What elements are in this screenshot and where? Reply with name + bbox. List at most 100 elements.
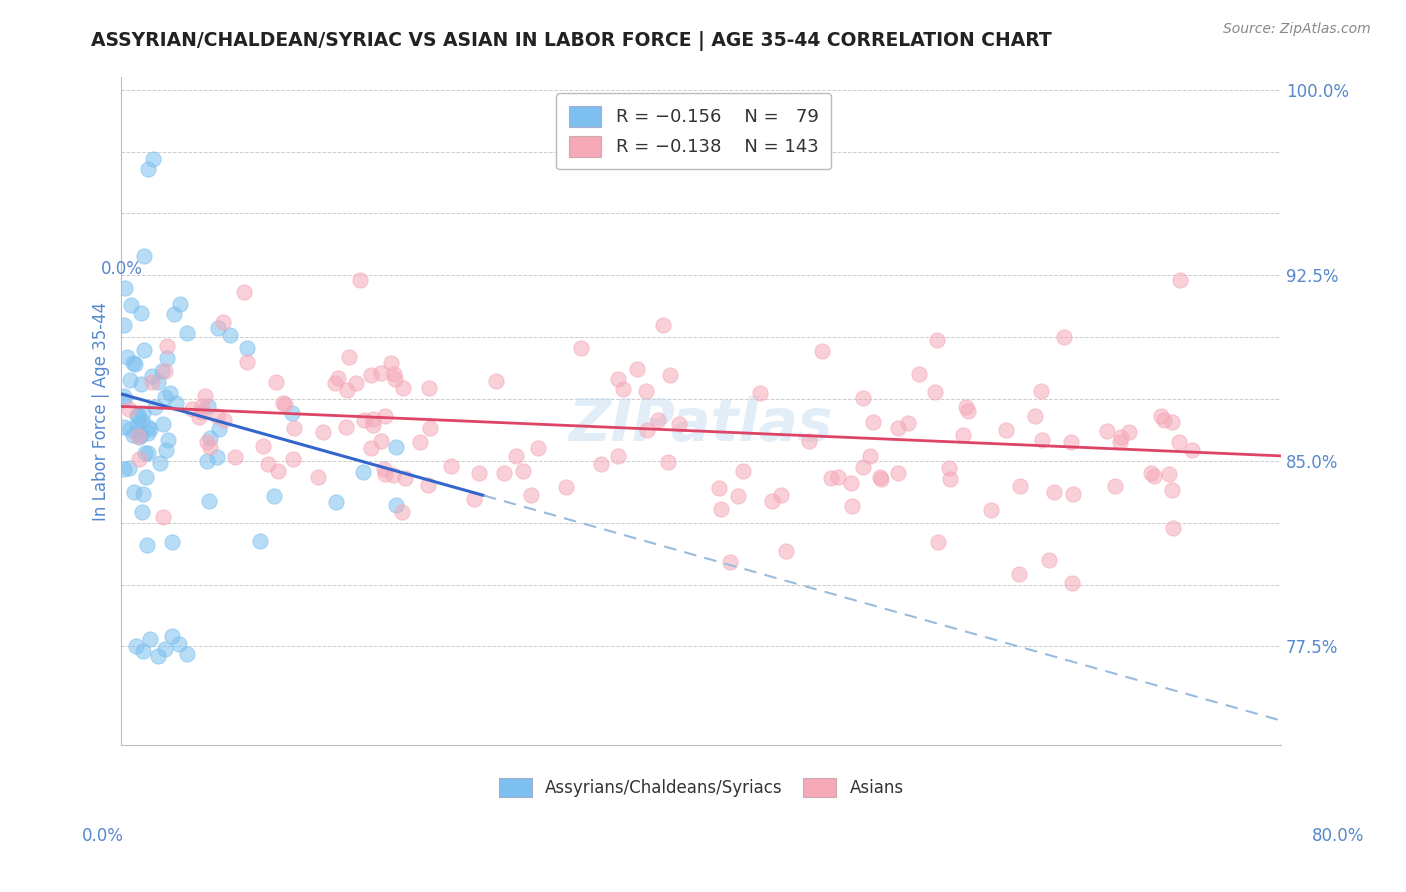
Point [118, 461, 141, 475]
Point [131, 504, 153, 518]
Point [274, 397, 297, 411]
Point [191, 405, 214, 419]
Point [841, 499, 863, 513]
Point [360, 441, 382, 455]
Point [1168, 273, 1191, 287]
Point [727, 489, 749, 503]
Point [1161, 483, 1184, 498]
Point [626, 362, 648, 376]
Point [440, 459, 463, 474]
Point [271, 396, 294, 410]
Point [112, 393, 135, 408]
Point [1095, 424, 1118, 438]
Point [263, 489, 285, 503]
Point [120, 298, 142, 312]
Point [129, 428, 152, 442]
Point [636, 423, 658, 437]
Point [748, 386, 770, 401]
Point [463, 492, 485, 507]
Point [224, 450, 246, 464]
Point [252, 439, 274, 453]
Point [135, 469, 157, 483]
Point [150, 364, 173, 378]
Point [374, 467, 396, 481]
Point [283, 420, 305, 434]
Text: 0.0%: 0.0% [82, 827, 124, 845]
Point [249, 534, 271, 549]
Point [353, 413, 375, 427]
Point [205, 450, 228, 464]
Point [312, 425, 335, 439]
Text: 80.0%: 80.0% [1312, 827, 1365, 845]
Point [139, 421, 162, 435]
Point [862, 416, 884, 430]
Point [264, 375, 287, 389]
Point [1157, 467, 1180, 482]
Point [176, 647, 198, 661]
Point [190, 399, 212, 413]
Point [555, 480, 578, 494]
Point [1043, 484, 1066, 499]
Legend: Assyrians/Chaldeans/Syriacs, Asians: Assyrians/Chaldeans/Syriacs, Asians [492, 772, 911, 804]
Point [176, 326, 198, 341]
Point [124, 357, 146, 371]
Point [143, 401, 166, 415]
Point [120, 422, 142, 436]
Point [207, 320, 229, 334]
Point [731, 464, 754, 478]
Point [512, 464, 534, 478]
Point [159, 386, 181, 401]
Point [927, 534, 949, 549]
Point [212, 413, 235, 427]
Point [152, 510, 174, 524]
Point [132, 487, 155, 501]
Point [1029, 384, 1052, 399]
Point [1062, 576, 1084, 591]
Point [607, 372, 630, 386]
Point [208, 422, 231, 436]
Point [127, 408, 149, 422]
Point [307, 470, 329, 484]
Point [1060, 434, 1083, 449]
Point [1024, 409, 1046, 424]
Text: ASSYRIAN/CHALDEAN/SYRIAC VS ASIAN IN LABOR FORCE | AGE 35-44 CORRELATION CHART: ASSYRIAN/CHALDEAN/SYRIAC VS ASIAN IN LAB… [91, 31, 1052, 51]
Point [344, 376, 367, 390]
Point [952, 428, 974, 442]
Point [136, 419, 159, 434]
Point [1052, 330, 1074, 344]
Point [1109, 430, 1132, 444]
Point [134, 446, 156, 460]
Point [374, 409, 396, 424]
Point [194, 389, 217, 403]
Point [336, 383, 359, 397]
Point [127, 409, 149, 423]
Point [370, 366, 392, 380]
Point [146, 649, 169, 664]
Point [939, 473, 962, 487]
Point [128, 452, 150, 467]
Point [761, 494, 783, 508]
Point [1161, 521, 1184, 535]
Y-axis label: In Labor Force | Age 35-44: In Labor Force | Age 35-44 [93, 301, 110, 521]
Point [122, 485, 145, 500]
Point [160, 535, 183, 549]
Point [118, 763, 141, 777]
Point [384, 498, 406, 512]
Point [1008, 566, 1031, 581]
Point [897, 416, 920, 430]
Point [775, 543, 797, 558]
Point [381, 468, 404, 483]
Point [957, 404, 980, 418]
Point [131, 377, 153, 392]
Point [927, 333, 949, 347]
Point [887, 420, 910, 434]
Point [281, 406, 304, 420]
Point [1118, 425, 1140, 439]
Point [127, 428, 149, 442]
Point [886, 467, 908, 481]
Point [188, 409, 211, 424]
Point [352, 465, 374, 479]
Point [820, 471, 842, 485]
Point [1142, 469, 1164, 483]
Point [141, 375, 163, 389]
